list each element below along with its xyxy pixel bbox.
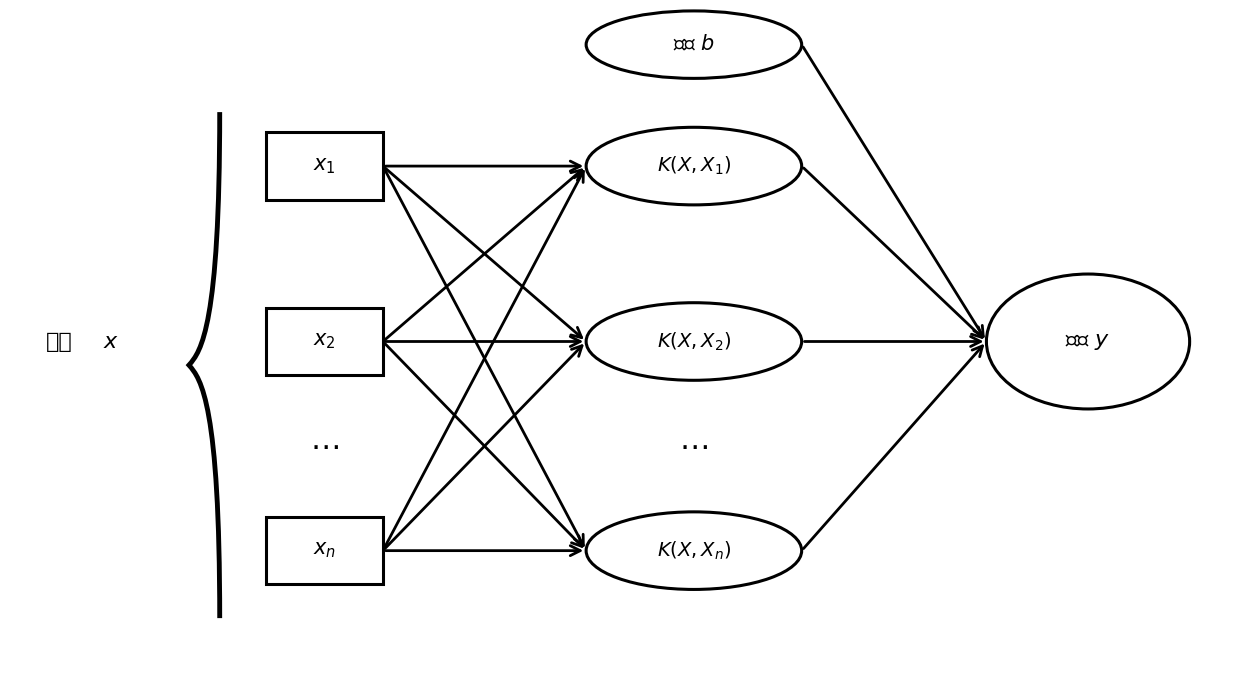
Text: $x_2$: $x_2$ — [312, 332, 336, 351]
Text: $K(X,X_1)$: $K(X,X_1)$ — [657, 155, 732, 177]
Text: $\cdots$: $\cdots$ — [680, 430, 708, 462]
Text: $K(X,X_n)$: $K(X,X_n)$ — [657, 540, 732, 562]
FancyBboxPatch shape — [265, 133, 383, 200]
FancyBboxPatch shape — [265, 517, 383, 585]
Text: $K(X,X_2)$: $K(X,X_2)$ — [657, 331, 732, 352]
Text: $x_n$: $x_n$ — [312, 541, 336, 561]
Text: 偏置 $b$: 偏置 $b$ — [673, 35, 715, 55]
Ellipse shape — [587, 512, 802, 589]
Ellipse shape — [587, 303, 802, 380]
Text: 输出 $y$: 输出 $y$ — [1065, 331, 1111, 352]
Text: $x_1$: $x_1$ — [312, 156, 336, 176]
Text: 输入: 输入 — [46, 331, 73, 352]
Ellipse shape — [587, 127, 802, 205]
Text: $x$: $x$ — [103, 331, 119, 352]
Ellipse shape — [987, 274, 1189, 409]
Ellipse shape — [587, 11, 802, 79]
Text: $\cdots$: $\cdots$ — [310, 430, 339, 462]
FancyBboxPatch shape — [265, 308, 383, 375]
